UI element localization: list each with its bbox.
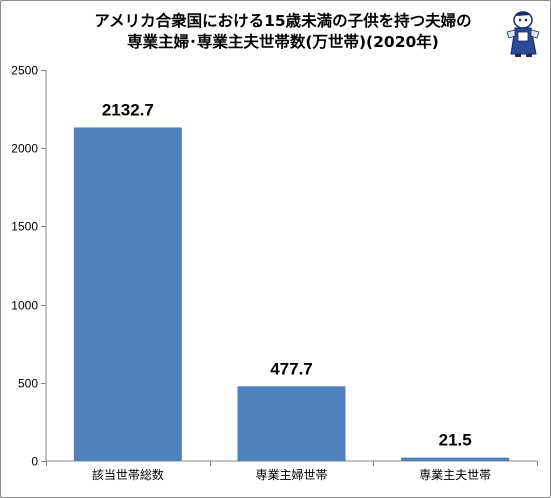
data-label: 477.7 (270, 359, 313, 378)
y-tick-label: 500 (18, 377, 38, 391)
y-tick-label: 2500 (11, 64, 38, 78)
mascot-illustration-icon (506, 11, 540, 57)
category-label: 専業主夫世帯 (419, 468, 491, 482)
y-tick-label: 1500 (11, 220, 38, 234)
y-tick-label: 0 (31, 455, 38, 469)
bar (73, 127, 182, 462)
plot-area: 0 500 1000 1500 2000 2500 2132.7 該当世帯総数 477.7 専業主… (11, 64, 538, 482)
bar (401, 457, 510, 461)
category-label: 該当世帯総数 (92, 467, 164, 482)
y-tick-label: 2000 (11, 142, 38, 156)
data-label: 21.5 (439, 431, 472, 450)
data-label: 2132.7 (102, 100, 154, 119)
category-label: 専業主婦世帯 (255, 467, 327, 482)
bar (237, 386, 346, 461)
chart-title-line-2: 専業主婦･専業主夫世帯数(万世帯)(2020年) (127, 32, 439, 51)
chart-title-line-1: アメリカ合衆国における15歳未満の子供を持つ夫婦の (94, 11, 471, 30)
y-tick-label: 1000 (11, 299, 38, 313)
